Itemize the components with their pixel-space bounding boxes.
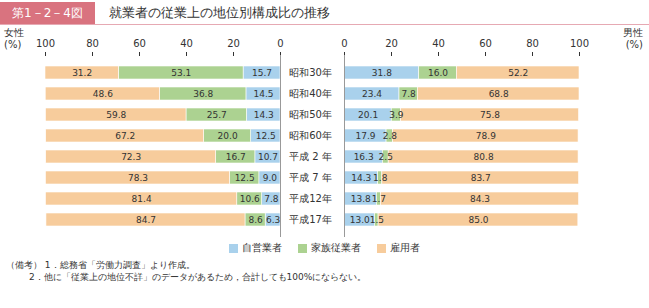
svg-text:0: 0 <box>277 38 283 49</box>
svg-text:平成 2 年: 平成 2 年 <box>289 151 332 162</box>
html-text:家族従業者: 家族従業者 <box>311 242 361 253</box>
svg-text:昭和30年: 昭和30年 <box>289 67 332 78</box>
svg-text:100: 100 <box>36 38 55 49</box>
svg-text:78.9: 78.9 <box>476 131 496 141</box>
svg-text:昭和50年: 昭和50年 <box>289 109 332 120</box>
html-text:男性 (%): 男性 (%) <box>623 27 643 50</box>
html-text:就業者の従業上の地位別構成比の推移: 就業者の従業上の地位別構成比の推移 <box>108 5 330 20</box>
svg-text:84.3: 84.3 <box>470 194 490 204</box>
svg-text:昭和60年: 昭和60年 <box>289 130 332 141</box>
svg-text:20: 20 <box>385 38 398 49</box>
svg-text:3.9: 3.9 <box>389 110 404 120</box>
svg-text:10.7: 10.7 <box>258 152 278 162</box>
svg-text:昭和40年: 昭和40年 <box>289 88 332 99</box>
svg-text:80: 80 <box>526 38 539 49</box>
svg-text:10.6: 10.6 <box>240 194 260 204</box>
svg-text:12.5: 12.5 <box>256 131 276 141</box>
svg-text:0: 0 <box>341 38 347 49</box>
svg-text:84.7: 84.7 <box>136 215 156 225</box>
svg-text:6.3: 6.3 <box>266 215 280 225</box>
svg-text:78.3: 78.3 <box>128 173 148 183</box>
svg-text:72.3: 72.3 <box>121 152 141 162</box>
svg-text:31.2: 31.2 <box>72 68 92 78</box>
svg-text:80: 80 <box>86 38 99 49</box>
svg-text:75.8: 75.8 <box>480 110 500 120</box>
svg-text:16.0: 16.0 <box>428 68 448 78</box>
svg-text:平成17年: 平成17年 <box>289 214 332 225</box>
svg-text:20.0: 20.0 <box>218 131 238 141</box>
svg-text:1.5: 1.5 <box>370 215 384 225</box>
svg-text:59.8: 59.8 <box>106 110 126 120</box>
svg-text:14.3: 14.3 <box>254 110 274 120</box>
html-text:自営業者: 自営業者 <box>242 242 282 253</box>
svg-text:85.0: 85.0 <box>468 215 488 225</box>
svg-text:81.4: 81.4 <box>132 194 152 204</box>
html-text:第1－2－4図: 第1－2－4図 <box>12 6 83 20</box>
svg-text:13.8: 13.8 <box>351 194 371 204</box>
svg-text:17.9: 17.9 <box>356 131 376 141</box>
svg-text:20: 20 <box>227 38 240 49</box>
svg-text:14.5: 14.5 <box>253 89 273 99</box>
svg-text:16.7: 16.7 <box>226 152 246 162</box>
html-text:女性 (%): 女性 (%) <box>4 27 24 50</box>
svg-text:7.8: 7.8 <box>264 194 279 204</box>
svg-text:31.8: 31.8 <box>372 68 392 78</box>
svg-text:2.5: 2.5 <box>379 152 393 162</box>
svg-text:53.1: 53.1 <box>171 68 191 78</box>
svg-text:40: 40 <box>432 38 445 49</box>
svg-text:100: 100 <box>570 38 589 49</box>
svg-text:40: 40 <box>180 38 193 49</box>
svg-text:平成12年: 平成12年 <box>289 193 332 204</box>
svg-text:67.2: 67.2 <box>115 131 135 141</box>
svg-text:20.1: 20.1 <box>358 110 378 120</box>
svg-text:52.2: 52.2 <box>508 68 528 78</box>
svg-text:13.0: 13.0 <box>350 215 370 225</box>
svg-text:14.3: 14.3 <box>351 173 371 183</box>
svg-text:2.8: 2.8 <box>383 131 398 141</box>
svg-text:12.5: 12.5 <box>235 173 255 183</box>
svg-text:23.4: 23.4 <box>362 89 382 99</box>
svg-text:60: 60 <box>133 38 146 49</box>
svg-text:25.7: 25.7 <box>207 110 227 120</box>
svg-text:1.8: 1.8 <box>373 173 388 183</box>
html-text:（備考） 1．総務省「労働力調査」より作成。 2．他に「従業: （備考） 1．総務省「労働力調査」より作成。 2．他に「従業上の地位不詳」のデー… <box>6 260 367 282</box>
svg-text:36.8: 36.8 <box>193 89 213 99</box>
svg-text:8.6: 8.6 <box>248 215 263 225</box>
svg-text:48.6: 48.6 <box>93 89 113 99</box>
svg-text:9.0: 9.0 <box>263 173 278 183</box>
svg-text:平成 7 年: 平成 7 年 <box>289 172 332 183</box>
svg-text:1.7: 1.7 <box>372 194 386 204</box>
svg-text:83.7: 83.7 <box>471 173 491 183</box>
svg-text:15.7: 15.7 <box>252 68 272 78</box>
svg-text:16.3: 16.3 <box>354 152 374 162</box>
html-text:雇用者: 雇用者 <box>390 242 420 253</box>
svg-text:7.8: 7.8 <box>401 89 416 99</box>
svg-text:60: 60 <box>479 38 492 49</box>
svg-text:68.8: 68.8 <box>489 89 509 99</box>
svg-text:80.8: 80.8 <box>474 152 494 162</box>
